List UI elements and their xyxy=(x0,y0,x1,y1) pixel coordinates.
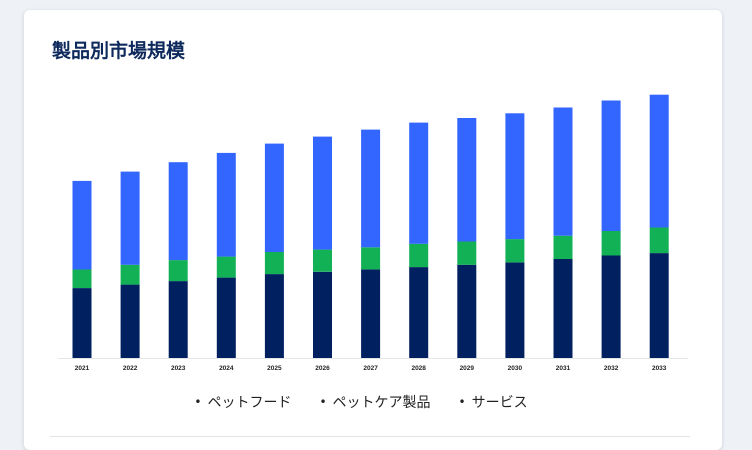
bar-segment-2029-series-2[interactable] xyxy=(457,118,477,242)
bar-segment-2026-series-0[interactable] xyxy=(313,271,332,358)
x-tick-label: 2027 xyxy=(363,365,378,372)
bar-segment-2031-series-1[interactable] xyxy=(553,235,573,259)
bar-segment-2030-series-2[interactable] xyxy=(505,113,525,240)
bar-segment-2033-series-2[interactable] xyxy=(649,94,669,228)
x-tick-label: 2025 xyxy=(267,365,282,372)
bar-segment-2029-series-1[interactable] xyxy=(457,241,477,265)
x-tick-label: 2026 xyxy=(315,365,330,372)
bar-segment-2021-series-2[interactable] xyxy=(72,180,92,270)
x-tick-label: 2022 xyxy=(123,365,138,372)
bar-segment-2032-series-2[interactable] xyxy=(601,100,621,232)
bar-segment-2025-series-1[interactable] xyxy=(264,252,284,275)
x-tick-label: 2028 xyxy=(411,365,426,372)
bar-segment-2027-series-2[interactable] xyxy=(361,129,381,248)
bar-segment-2029-series-0[interactable] xyxy=(457,264,477,358)
bar-segment-2027-series-0[interactable] xyxy=(361,269,381,358)
bar-segment-2030-series-0[interactable] xyxy=(505,262,525,359)
bar-segment-2021-series-1[interactable] xyxy=(72,269,92,288)
legend-item-services[interactable]: • サービス xyxy=(459,392,528,412)
bar-segment-2024-series-1[interactable] xyxy=(216,256,236,278)
x-tick-label: 2021 xyxy=(75,365,90,372)
bar-segment-2026-series-2[interactable] xyxy=(313,136,332,250)
legend-bullet-icon: • xyxy=(319,395,327,409)
bar-segment-2028-series-1[interactable] xyxy=(409,243,429,268)
bar-segment-2022-series-2[interactable] xyxy=(120,171,140,265)
bar-segment-2033-series-0[interactable] xyxy=(649,253,669,358)
x-tick-label: 2024 xyxy=(219,365,234,372)
bar-segment-2028-series-2[interactable] xyxy=(409,122,429,244)
stacked-bar-chart: 2021 2022 2023 2024 2025 2026 2027 2028 2029 2030… xyxy=(58,94,688,372)
bar-segment-2023-series-1[interactable] xyxy=(168,260,188,282)
bar-segment-2023-series-2[interactable] xyxy=(168,162,188,261)
bar-segment-2024-series-2[interactable] xyxy=(216,152,236,257)
x-tick-label: 2030 xyxy=(508,365,523,372)
legend-item-pet-food[interactable]: • ペットフード xyxy=(194,392,291,412)
chart-card: 製品別市場規模 2021 2022 2023 2024 2025 2026 2027 2028… xyxy=(24,10,722,450)
bar-segment-2023-series-0[interactable] xyxy=(168,281,188,358)
bar-segment-2025-series-0[interactable] xyxy=(264,274,284,358)
chart-title: 製品別市場規模 xyxy=(52,40,186,62)
legend-bullet-icon: • xyxy=(194,395,202,409)
bar-segment-2021-series-0[interactable] xyxy=(72,288,92,358)
legend-label: サービス xyxy=(471,395,528,411)
x-tick-label: 2029 xyxy=(460,365,475,372)
chart-legend: • ペットフード • ペットケア製品 • サービス xyxy=(24,392,698,412)
bar-segment-2030-series-1[interactable] xyxy=(505,239,525,263)
legend-bullet-icon: • xyxy=(458,395,466,409)
legend-item-pet-care[interactable]: • ペットケア製品 xyxy=(319,392,430,412)
bar-segment-2022-series-1[interactable] xyxy=(120,264,140,285)
bar-segment-2032-series-1[interactable] xyxy=(601,231,621,256)
bar-segment-2022-series-0[interactable] xyxy=(120,284,140,358)
legend-label: ペットフード xyxy=(207,395,292,411)
bar-segment-2027-series-1[interactable] xyxy=(361,247,381,270)
x-tick-label: 2023 xyxy=(171,365,186,372)
bar-segment-2026-series-1[interactable] xyxy=(313,249,332,272)
x-tick-label: 2032 xyxy=(604,365,619,372)
bar-segment-2025-series-2[interactable] xyxy=(264,143,284,252)
bar-segment-2033-series-1[interactable] xyxy=(649,227,669,254)
x-tick-label: 2031 xyxy=(556,365,571,372)
bar-segment-2032-series-0[interactable] xyxy=(601,255,621,359)
x-tick-label: 2033 xyxy=(652,365,667,372)
legend-label: ペットケア製品 xyxy=(332,395,431,411)
bar-segment-2024-series-0[interactable] xyxy=(216,277,236,358)
bar-segment-2028-series-0[interactable] xyxy=(409,267,429,358)
bar-segment-2031-series-2[interactable] xyxy=(553,107,573,236)
divider xyxy=(50,436,690,437)
bar-segment-2031-series-0[interactable] xyxy=(553,259,573,358)
